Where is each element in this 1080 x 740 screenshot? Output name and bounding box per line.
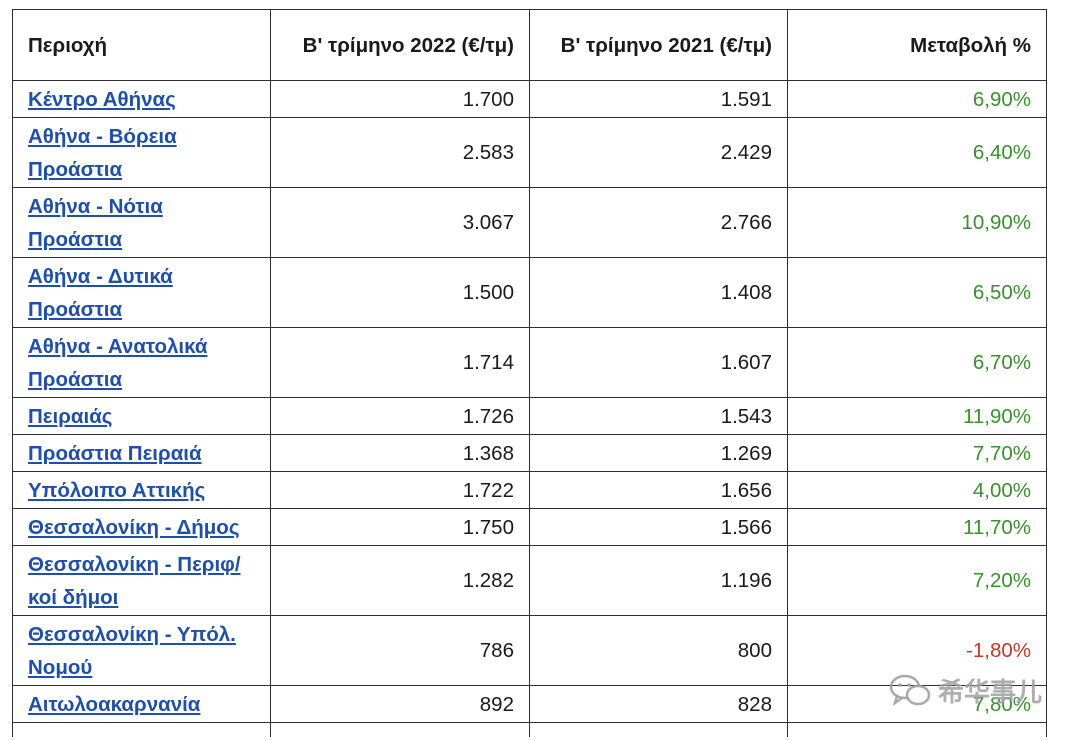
area-link[interactable]: Αιτωλοακαρνανία xyxy=(28,692,201,716)
cell-partial xyxy=(270,722,530,737)
cell-change: 6,40% xyxy=(787,117,1047,188)
cell-area: Αθήνα - Δυτικά Προάστια xyxy=(12,257,271,328)
table-row: Αιτωλοακαρνανία 892 828 7,80% xyxy=(12,685,1047,723)
cell-change: 11,70% xyxy=(787,508,1047,546)
cell-q2-2021: 1.607 xyxy=(529,327,788,398)
cell-partial xyxy=(12,722,271,737)
cell-q2-2022: 1.368 xyxy=(270,434,530,472)
cell-q2-2022: 1.700 xyxy=(270,80,530,118)
table-row: Θεσσαλονίκη - Υπόλ. Νομού 786 800 -1,80% xyxy=(12,615,1047,686)
header-area: Περιοχή xyxy=(12,9,271,81)
area-link[interactable]: Αθήνα - Βόρεια Προάστια xyxy=(28,124,177,181)
cell-area: Κέντρο Αθήνας xyxy=(12,80,271,118)
cell-q2-2022: 2.583 xyxy=(270,117,530,188)
cell-q2-2022: 1.500 xyxy=(270,257,530,328)
cell-area: Αθήνα - Ανατολικά Προάστια xyxy=(12,327,271,398)
cell-q2-2022: 892 xyxy=(270,685,530,723)
cell-q2-2021: 1.656 xyxy=(529,471,788,509)
area-link[interactable]: Αθήνα - Νότια Προάστια xyxy=(28,194,163,251)
cell-q2-2021: 1.566 xyxy=(529,508,788,546)
table-row: Αθήνα - Νότια Προάστια 3.067 2.766 10,90% xyxy=(12,187,1047,258)
cell-change: 6,70% xyxy=(787,327,1047,398)
cell-change: 6,90% xyxy=(787,80,1047,118)
cell-area: Προάστια Πειραιά xyxy=(12,434,271,472)
area-link[interactable]: Αθήνα - Ανατολικά Προάστια xyxy=(28,334,208,391)
cell-q2-2022: 1.714 xyxy=(270,327,530,398)
header-change: Μεταβολή % xyxy=(787,9,1047,81)
area-link[interactable]: Θεσσαλονίκη - Υπόλ. Νομού xyxy=(28,622,236,679)
cell-area: Πειραιάς xyxy=(12,397,271,435)
table-header-row: Περιοχή Β' τρίμηνο 2022 (€/τμ) Β' τρίμην… xyxy=(12,9,1047,81)
watermark: 希华事儿 xyxy=(888,672,1042,709)
cell-change: 4,00% xyxy=(787,471,1047,509)
cell-q2-2021: 1.543 xyxy=(529,397,788,435)
area-link[interactable]: Θεσσαλονίκη - Δήμος xyxy=(28,515,240,539)
cell-change: 11,90% xyxy=(787,397,1047,435)
cell-q2-2021: 1.591 xyxy=(529,80,788,118)
cell-change: 7,20% xyxy=(787,545,1047,616)
area-link[interactable]: Θεσσαλονίκη - Περιφ/κοί δήμοι xyxy=(28,552,241,609)
cell-q2-2022: 1.722 xyxy=(270,471,530,509)
table-row: Αθήνα - Ανατολικά Προάστια 1.714 1.607 6,70… xyxy=(12,327,1047,398)
cell-partial xyxy=(787,722,1047,737)
cell-area: Υπόλοιπο Αττικής xyxy=(12,471,271,509)
header-q2-2022: Β' τρίμηνο 2022 (€/τμ) xyxy=(270,9,530,81)
area-link[interactable]: Πειραιάς xyxy=(28,404,113,428)
wechat-icon xyxy=(889,674,931,706)
table-row: Αθήνα - Βόρεια Προάστια 2.583 2.429 6,40% xyxy=(12,117,1047,188)
cell-q2-2021: 1.196 xyxy=(529,545,788,616)
cell-q2-2021: 2.766 xyxy=(529,187,788,258)
price-table: Περιοχή Β' τρίμηνο 2022 (€/τμ) Β' τρίμην… xyxy=(12,9,1047,737)
cell-q2-2022: 1.282 xyxy=(270,545,530,616)
table-row: Προάστια Πειραιά 1.368 1.269 7,70% xyxy=(12,434,1047,472)
cell-q2-2021: 2.429 xyxy=(529,117,788,188)
table-row: Θεσσαλονίκη - Περιφ/κοί δήμοι 1.282 1.196 7… xyxy=(12,545,1047,616)
watermark-text: 希华事儿 xyxy=(937,677,1042,707)
table-row-partial xyxy=(12,722,1047,737)
cell-q2-2021: 828 xyxy=(529,685,788,723)
cell-area: Αθήνα - Νότια Προάστια xyxy=(12,187,271,258)
cell-area: Θεσσαλονίκη - Περιφ/κοί δήμοι xyxy=(12,545,271,616)
cell-q2-2022: 1.750 xyxy=(270,508,530,546)
table-row: Κέντρο Αθήνας 1.700 1.591 6,90% xyxy=(12,80,1047,118)
cell-q2-2021: 800 xyxy=(529,615,788,686)
cell-change: 6,50% xyxy=(787,257,1047,328)
table-body: Κέντρο Αθήνας 1.700 1.591 6,90% Αθήνα - Βόρε… xyxy=(12,80,1047,737)
area-link[interactable]: Αθήνα - Δυτικά Προάστια xyxy=(28,264,173,321)
cell-q2-2022: 786 xyxy=(270,615,530,686)
area-link[interactable]: Κέντρο Αθήνας xyxy=(28,87,176,111)
cropped-heading-fragment: ▔▔▔▔ ▔▔▔▔▔ ▔▔▔▔▔ ▔▔▔▔ xyxy=(10,0,350,2)
cell-q2-2021: 1.408 xyxy=(529,257,788,328)
table-row: Υπόλοιπο Αττικής 1.722 1.656 4,00% xyxy=(12,471,1047,509)
table-row: Θεσσαλονίκη - Δήμος 1.750 1.566 11,70% xyxy=(12,508,1047,546)
cell-q2-2022: 1.726 xyxy=(270,397,530,435)
cell-change: 10,90% xyxy=(787,187,1047,258)
cell-q2-2022: 3.067 xyxy=(270,187,530,258)
table-row: Πειραιάς 1.726 1.543 11,90% xyxy=(12,397,1047,435)
table-row: Αθήνα - Δυτικά Προάστια 1.500 1.408 6,50% xyxy=(12,257,1047,328)
cell-q2-2021: 1.269 xyxy=(529,434,788,472)
cell-change: -1,80% xyxy=(787,615,1047,686)
area-link[interactable]: Προάστια Πειραιά xyxy=(28,441,202,465)
cell-partial xyxy=(529,722,788,737)
cell-change: 7,70% xyxy=(787,434,1047,472)
cell-area: Θεσσαλονίκη - Υπόλ. Νομού xyxy=(12,615,271,686)
header-q2-2021: Β' τρίμηνο 2021 (€/τμ) xyxy=(529,9,788,81)
cell-area: Αθήνα - Βόρεια Προάστια xyxy=(12,117,271,188)
cell-area: Αιτωλοακαρνανία xyxy=(12,685,271,723)
cell-area: Θεσσαλονίκη - Δήμος xyxy=(12,508,271,546)
area-link[interactable]: Υπόλοιπο Αττικής xyxy=(28,478,206,502)
